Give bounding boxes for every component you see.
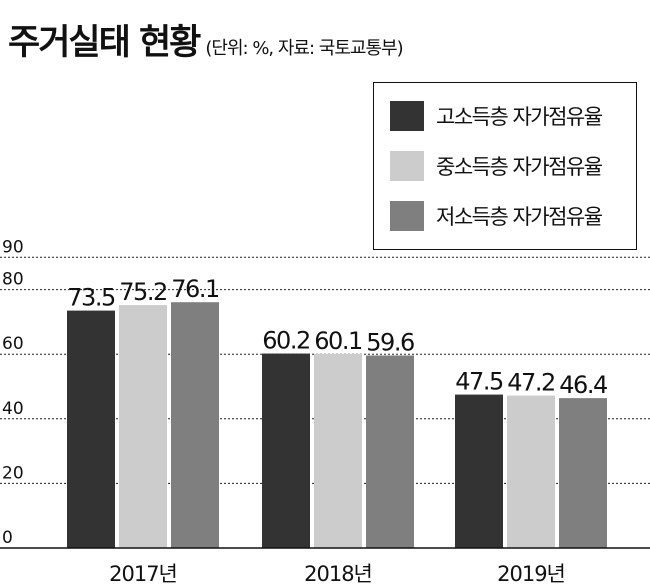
bar-mid-1 xyxy=(314,353,362,548)
bar-low-2 xyxy=(559,398,607,548)
x-tick-label-1: 2018년 xyxy=(304,562,372,584)
legend-label-mid: 중소득층 자가점유율 xyxy=(436,155,603,179)
bar-high-0 xyxy=(67,310,115,548)
y-tick-label-0: 0 xyxy=(2,528,13,548)
value-label-mid-2: 47.2 xyxy=(507,369,554,397)
legend-swatch-mid xyxy=(390,151,424,181)
value-label-low-0: 76.1 xyxy=(171,275,219,303)
bar-low-0 xyxy=(171,302,219,548)
x-tick-label-0: 2017년 xyxy=(109,562,177,584)
x-tick-label-2: 2019년 xyxy=(497,562,565,584)
legend-swatch-low xyxy=(390,201,424,231)
y-tick-label-80: 80 xyxy=(2,270,24,290)
value-label-high-2: 47.5 xyxy=(455,368,503,396)
y-tick-label-60: 60 xyxy=(2,334,24,354)
chart-title: 주거실태 현황 xyxy=(8,23,201,63)
legend: 고소득층 자가점유율 중소득층 자가점유율 저소득층 자가점유율 xyxy=(373,82,637,250)
legend-label-high: 고소득층 자가점유율 xyxy=(436,105,603,129)
bar-mid-2 xyxy=(507,395,555,548)
value-label-high-0: 73.5 xyxy=(67,284,115,312)
legend-item-mid: 중소득층 자가점유율 xyxy=(390,151,603,181)
legend-swatch-high xyxy=(390,101,424,131)
chart-title-block: 주거실태 현황 (단위: %, 자료: 국토교통부) xyxy=(8,14,404,65)
bar-high-1 xyxy=(262,353,310,548)
value-label-mid-0: 75.2 xyxy=(119,278,166,306)
legend-label-low: 저소득층 자가점유율 xyxy=(436,205,603,229)
value-label-low-2: 46.4 xyxy=(559,371,607,399)
legend-item-low: 저소득층 자가점유율 xyxy=(390,201,603,231)
bar-low-1 xyxy=(366,355,414,548)
y-tick-label-90: 90 xyxy=(2,237,24,257)
bar-high-2 xyxy=(455,394,503,548)
y-tick-label-40: 40 xyxy=(2,399,24,419)
bar-mid-0 xyxy=(119,305,167,548)
value-label-mid-1: 60.1 xyxy=(314,327,362,355)
y-tick-label-20: 20 xyxy=(2,463,24,483)
value-label-low-1: 59.6 xyxy=(366,328,414,356)
chart-subtitle: (단위: %, 자료: 국토교통부) xyxy=(205,38,403,59)
legend-item-high: 고소득층 자가점유율 xyxy=(390,101,603,131)
value-label-high-1: 60.2 xyxy=(262,327,309,355)
